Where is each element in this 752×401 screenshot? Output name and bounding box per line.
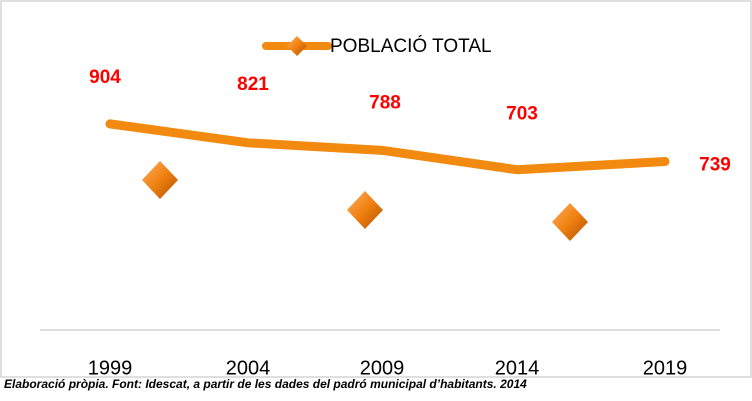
chart-frame xyxy=(0,0,752,378)
decorative-marker xyxy=(552,203,588,241)
legend: POBLACIÓ TOTAL xyxy=(262,35,492,57)
data-line xyxy=(105,119,670,175)
data-label: 739 xyxy=(699,155,731,176)
legend-marker xyxy=(287,36,307,56)
legend-label: POBLACIÓ TOTAL xyxy=(330,35,492,57)
x-tick-label: 1999 xyxy=(88,357,133,379)
x-tick-label: 2004 xyxy=(226,357,271,379)
data-label: 788 xyxy=(369,92,401,113)
x-tick-label: 2019 xyxy=(643,357,688,379)
data-label: 703 xyxy=(506,104,538,125)
footnote: Elaboració pròpia. Font: Idescat, a part… xyxy=(4,377,527,391)
data-label: 904 xyxy=(89,67,121,88)
decorative-marker xyxy=(347,191,383,229)
decorative-marker xyxy=(142,161,178,199)
data-label: 821 xyxy=(237,74,269,95)
x-tick-label: 2009 xyxy=(360,357,405,379)
x-tick-label: 2014 xyxy=(495,357,540,379)
